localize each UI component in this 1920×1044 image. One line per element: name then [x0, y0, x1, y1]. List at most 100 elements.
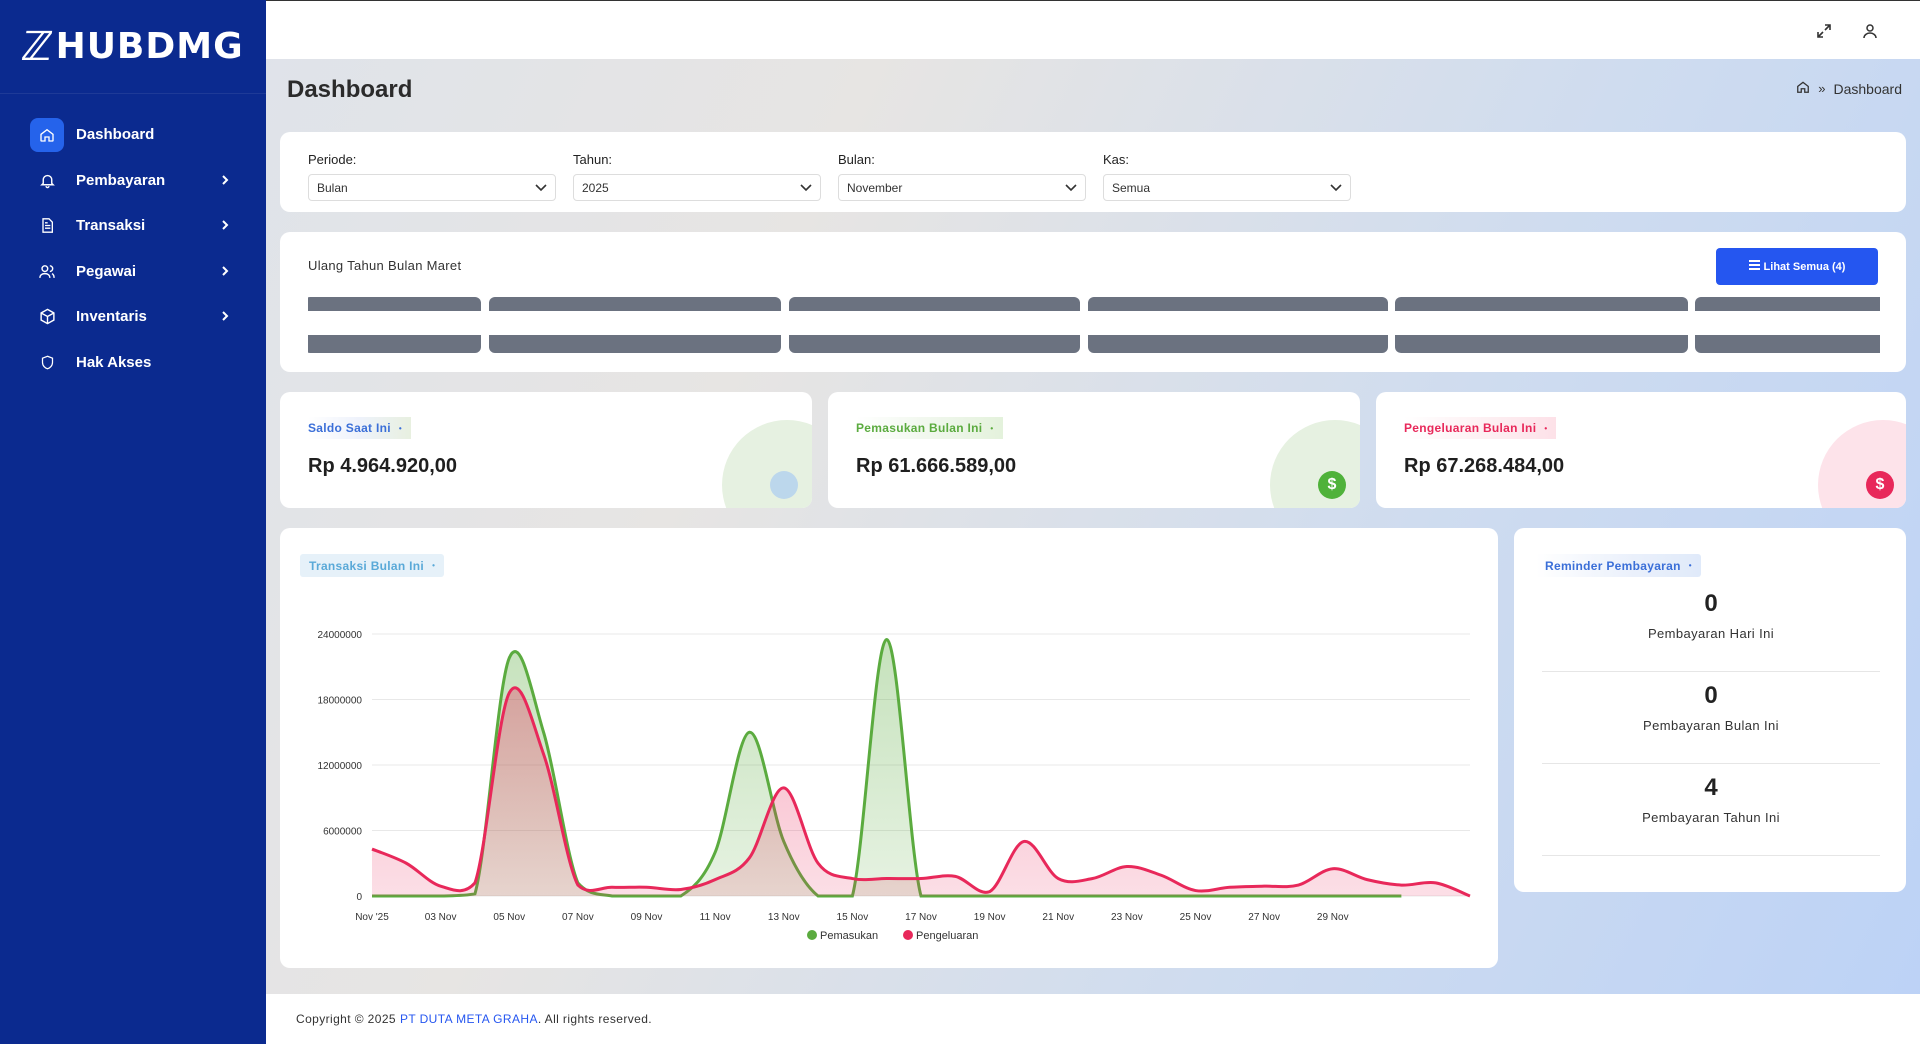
chevron-right-icon: [220, 308, 230, 325]
chevron-down-icon: [1065, 181, 1077, 195]
x-tick-label: 21 Nov: [1042, 912, 1074, 923]
birthday-item[interactable]: [489, 297, 781, 353]
birthday-item[interactable]: [1395, 297, 1688, 353]
brand-mark-icon: ℤ: [19, 23, 57, 70]
sidebar-item-hak-akses[interactable]: Hak Akses: [0, 340, 266, 386]
birthday-item[interactable]: [1695, 297, 1880, 353]
transactions-label: Transaksi Bulan Ini: [309, 558, 425, 573]
box-icon: [30, 300, 64, 334]
birthday-card: Ulang Tahun Bulan Maret Lihat Semua (4): [280, 232, 1906, 372]
reminder-text: Pembayaran Hari Ini: [1647, 626, 1775, 641]
select-value: Semua: [1112, 180, 1151, 195]
company-link[interactable]: PT DUTA META GRAHA: [399, 1012, 538, 1026]
reminder-month: 0 Pembayaran Bulan Ini: [1542, 682, 1880, 764]
filter-bulan: Bulan: November: [838, 152, 1086, 201]
home-icon[interactable]: [1796, 80, 1810, 97]
top-bar: [266, 0, 1920, 59]
periode-select[interactable]: Bulan: [308, 174, 556, 201]
birthday-title: Ulang Tahun Bulan Maret: [308, 258, 462, 273]
sidebar-item-dashboard[interactable]: Dashboard: [0, 112, 266, 158]
x-tick-label: 23 Nov: [1111, 912, 1143, 923]
x-tick-label: 09 Nov: [631, 912, 663, 923]
bulan-select[interactable]: November: [838, 174, 1086, 201]
birthday-item[interactable]: [308, 297, 481, 353]
x-tick-label: Nov '25: [355, 912, 389, 923]
transactions-chart-card: Transaksi Bulan Ini • 24000000 18000000 120…: [280, 528, 1498, 968]
users-icon: [30, 254, 64, 288]
chart-legend: Pemasukan Pengeluaran: [807, 930, 978, 942]
view-all-button[interactable]: Lihat Semua (4): [1716, 248, 1878, 285]
y-tick-label: 0: [356, 892, 362, 903]
sidebar-item-transaksi[interactable]: Transaksi: [0, 203, 266, 249]
x-tick-label: 27 Nov: [1248, 912, 1280, 923]
x-tick-label: 05 Nov: [493, 912, 525, 923]
pemasukan-value: Rp 61.666.589,00: [856, 455, 1017, 477]
sidebar-item-pembayaran[interactable]: Pembayaran: [0, 158, 266, 204]
filter-kas: Kas: Semua: [1103, 152, 1351, 201]
shield-icon: [30, 345, 64, 379]
sidebar-item-pegawai[interactable]: Pegawai: [0, 249, 266, 295]
pengeluaran-badge: Pengeluaran Bulan Ini •: [1404, 417, 1557, 439]
reminder-text: Pembayaran Tahun Ini: [1642, 810, 1780, 825]
pengeluaran-card: Pengeluaran Bulan Ini • Rp 67.268.484,00 …: [1376, 392, 1906, 508]
chevron-right-icon: [220, 263, 230, 280]
x-tick-label: 29 Nov: [1317, 912, 1349, 923]
kas-select[interactable]: Semua: [1103, 174, 1351, 201]
reminder-year: 4 Pembayaran Tahun Ini: [1542, 774, 1880, 856]
footer: Copyright © 2025 PT DUTA META GRAHA . Al…: [266, 994, 1920, 1044]
dollar-icon: $: [1866, 471, 1894, 499]
saldo-card: Saldo Saat Ini • Rp 4.964.920,00: [280, 392, 812, 508]
pemasukan-label: Pemasukan Bulan Ini: [856, 421, 983, 435]
pengeluaran-line: [371, 686, 1471, 898]
pemasukan-card: Pemasukan Bulan Ini • Rp 61.666.589,00 $: [828, 392, 1360, 508]
double-chevron-icon: »: [1818, 81, 1826, 96]
sidebar-item-label: Dashboard: [76, 126, 155, 144]
list-icon: [1748, 260, 1760, 273]
tahun-select[interactable]: 2025: [573, 174, 821, 201]
reminder-text: Pembayaran Bulan Ini: [1643, 718, 1779, 733]
y-tick-label: 18000000: [318, 696, 363, 707]
y-tick-label: 12000000: [318, 761, 363, 772]
sidebar-item-label: Hak Akses: [76, 353, 152, 371]
x-axis-labels: Nov '25 03 Nov 05 Nov 07 Nov 09 Nov 11 Nov 13 …: [355, 912, 1348, 923]
chevron-right-icon: [220, 217, 230, 234]
birthday-carousel[interactable]: [308, 297, 1880, 353]
birthday-item[interactable]: [789, 297, 1080, 353]
filter-label: Kas:: [1103, 152, 1130, 167]
y-axis-labels: 24000000 18000000 12000000 6000000 0: [318, 630, 363, 903]
brand-logo[interactable]: ℤ HUBDMG: [0, 0, 266, 94]
x-tick-label: 25 Nov: [1180, 912, 1212, 923]
sidebar-nav: Dashboard Pembayaran Transaksi Pegawai: [0, 112, 266, 385]
chevron-down-icon: [535, 181, 547, 195]
pemasukan-badge: Pemasukan Bulan Ini •: [856, 417, 1003, 439]
x-tick-label: 11 Nov: [700, 912, 731, 923]
bell-icon: [30, 163, 64, 197]
footer-suffix: . All rights reserved.: [537, 1012, 653, 1026]
sidebar-item-label: Pegawai: [76, 262, 137, 280]
brand-name: HUBDMG: [55, 26, 244, 67]
x-tick-label: 17 Nov: [905, 912, 937, 923]
view-all-label: Lihat Semua (4): [1763, 260, 1846, 273]
pengeluaran-value: Rp 67.268.484,00: [1404, 455, 1565, 477]
reminder-value: 0: [1704, 682, 1718, 709]
home-icon: [30, 117, 64, 152]
saldo-value: Rp 4.964.920,00: [308, 455, 457, 477]
chevron-down-icon: [1330, 181, 1342, 195]
sidebar-item-inventaris[interactable]: Inventaris: [0, 294, 266, 340]
select-value: 2025: [582, 180, 609, 195]
reminder-card: Reminder Pembayaran • 0 Pembayaran Hari I…: [1514, 528, 1906, 892]
main-content: Dashboard » Dashboard Periode: Bulan Tah…: [266, 0, 1920, 1044]
user-icon[interactable]: [1860, 21, 1880, 41]
chevron-right-icon: [220, 172, 230, 189]
legend-label: Pengeluaran: [916, 930, 978, 942]
chevron-down-icon: [800, 181, 812, 195]
document-icon: [30, 209, 64, 243]
x-tick-label: 19 Nov: [974, 912, 1006, 923]
transactions-chart: 24000000 18000000 12000000 6000000 0 Nov '25…: [318, 630, 1471, 942]
fullscreen-icon[interactable]: [1814, 21, 1834, 41]
decorative-bubble: [1270, 420, 1360, 508]
filter-periode: Periode: Bulan: [308, 152, 556, 201]
transactions-badge: Transaksi Bulan Ini •: [300, 554, 445, 577]
decorative-bubble: [722, 420, 812, 508]
birthday-item[interactable]: [1088, 297, 1388, 353]
